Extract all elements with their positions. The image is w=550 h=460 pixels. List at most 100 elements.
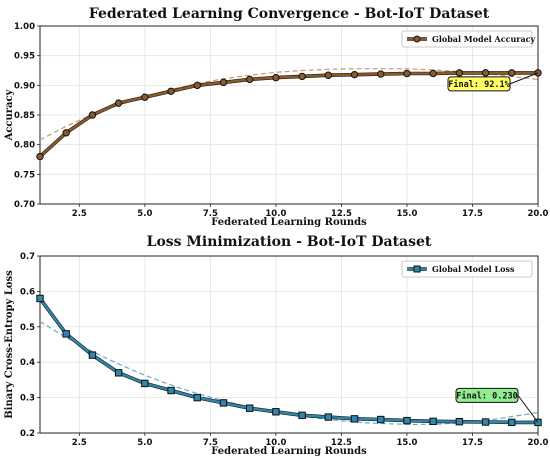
x-axis-label: Federated Learning Rounds	[211, 446, 367, 457]
data-point	[36, 294, 44, 303]
data-point	[193, 81, 201, 90]
data-point	[429, 417, 437, 426]
chart-panel-1: 2.5 5.0 7.5 10.0 12.5 15.0 17.5 20.0 0.70 0.75 0.8…	[4, 6, 549, 228]
final-annotation: Final: 0.230	[455, 387, 539, 423]
y-tick-label: 0.70	[14, 200, 35, 210]
y-tick-label: 0.75	[14, 170, 35, 180]
annotation-arrow	[509, 72, 539, 85]
data-point	[167, 386, 175, 395]
x-tick-label: 12.5	[331, 209, 352, 219]
chart-title: Loss Minimization - Bot-IoT Dataset	[147, 234, 432, 250]
legend: Global Model Accuracy	[401, 30, 536, 48]
x-tick-label: 15.0	[396, 438, 417, 448]
data-point	[193, 393, 201, 402]
data-point	[272, 408, 280, 416]
data-point	[508, 69, 516, 77]
annotation-label: Final: 92.1%	[448, 79, 510, 90]
x-tick-label: 5.0	[137, 438, 152, 448]
data-point	[245, 75, 254, 84]
data-point	[481, 418, 490, 426]
data-point	[219, 78, 228, 87]
x-tick-label: 20.0	[528, 209, 549, 219]
series-line	[40, 71, 538, 158]
x-tick-label: 20.0	[528, 438, 549, 448]
trend-line	[40, 320, 538, 426]
data-point	[219, 399, 228, 407]
y-tick-label: 0.3	[20, 394, 35, 404]
data-point	[88, 111, 97, 119]
data-point	[141, 379, 149, 388]
x-tick-label: 5.0	[137, 209, 152, 219]
data-point	[167, 87, 175, 95]
data-point	[62, 330, 70, 338]
y-tick-label: 0.4	[20, 358, 35, 368]
legend-box	[401, 30, 533, 48]
x-tick-label: 2.5	[72, 438, 87, 448]
data-point	[455, 69, 464, 77]
x-tick-label: 17.5	[462, 438, 483, 448]
data-point	[403, 416, 411, 425]
data-point	[455, 417, 464, 426]
y-axis-label: Binary Cross-Entropy Loss	[4, 270, 15, 419]
annotation-arrow	[517, 395, 539, 423]
plot-frame	[39, 255, 539, 434]
annotation-box	[447, 76, 511, 92]
annotation-label: Final: 0.230	[456, 390, 517, 401]
data-point	[324, 413, 333, 421]
x-axis-label: Federated Learning Rounds	[211, 217, 367, 228]
data-point	[350, 415, 359, 423]
legend-label: Global Model Accuracy	[432, 34, 536, 44]
legend-marker	[413, 265, 421, 273]
data-point	[377, 70, 385, 78]
y-tick-label: 0.5	[20, 323, 35, 333]
data-point	[114, 99, 123, 107]
x-tick-label: 2.5	[72, 209, 87, 219]
y-tick-label: 0.95	[14, 52, 35, 62]
x-tick-label: 7.5	[203, 209, 218, 219]
y-tick-label: 0.90	[14, 81, 35, 91]
data-point	[245, 404, 254, 412]
data-point	[324, 71, 333, 79]
data-point	[114, 369, 123, 377]
x-tick-label: 10.0	[265, 209, 286, 219]
y-axis-label: Accuracy	[4, 88, 15, 141]
data-point	[403, 69, 411, 78]
final-annotation: Final: 92.1%	[447, 72, 539, 92]
annotation-box	[455, 387, 519, 403]
data-point	[88, 351, 97, 359]
data-point	[62, 129, 70, 137]
y-tick-label: 0.80	[14, 141, 35, 151]
plot-area	[40, 68, 538, 158]
plot-area	[40, 297, 538, 426]
chart-panel-2: 2.5 5.0 7.5 10.0 12.5 15.0 17.5 20.0 0.2 0.3 0.4 0.…	[4, 234, 549, 457]
y-tick-label: 0.85	[14, 111, 35, 121]
x-tick-label: 17.5	[462, 209, 483, 219]
x-tick-label: 12.5	[331, 438, 352, 448]
data-point	[272, 73, 280, 82]
y-tick-label: 0.2	[20, 429, 35, 439]
data-point	[298, 411, 306, 420]
y-tick-label: 0.7	[20, 252, 35, 262]
series-line-outline	[40, 297, 538, 425]
data-point	[429, 69, 437, 78]
data-point	[377, 415, 385, 424]
chart-title: Federated Learning Convergence - Bot-IoT…	[89, 6, 490, 22]
legend-label: Global Model Loss	[432, 264, 515, 274]
x-tick-label: 15.0	[396, 209, 417, 219]
data-point	[36, 152, 44, 161]
y-tick-label: 1.00	[14, 22, 35, 32]
y-tick-label: 0.6	[20, 287, 35, 297]
data-point	[481, 69, 490, 77]
legend-box	[401, 260, 533, 278]
x-tick-label: 10.0	[265, 438, 286, 448]
series-line	[40, 297, 538, 424]
x-tick-label: 7.5	[203, 438, 218, 448]
data-point	[350, 70, 359, 79]
data-point	[298, 72, 306, 81]
legend: Global Model Loss	[401, 260, 533, 278]
data-point	[508, 418, 516, 427]
data-point	[141, 93, 149, 101]
legend-marker	[413, 35, 421, 43]
